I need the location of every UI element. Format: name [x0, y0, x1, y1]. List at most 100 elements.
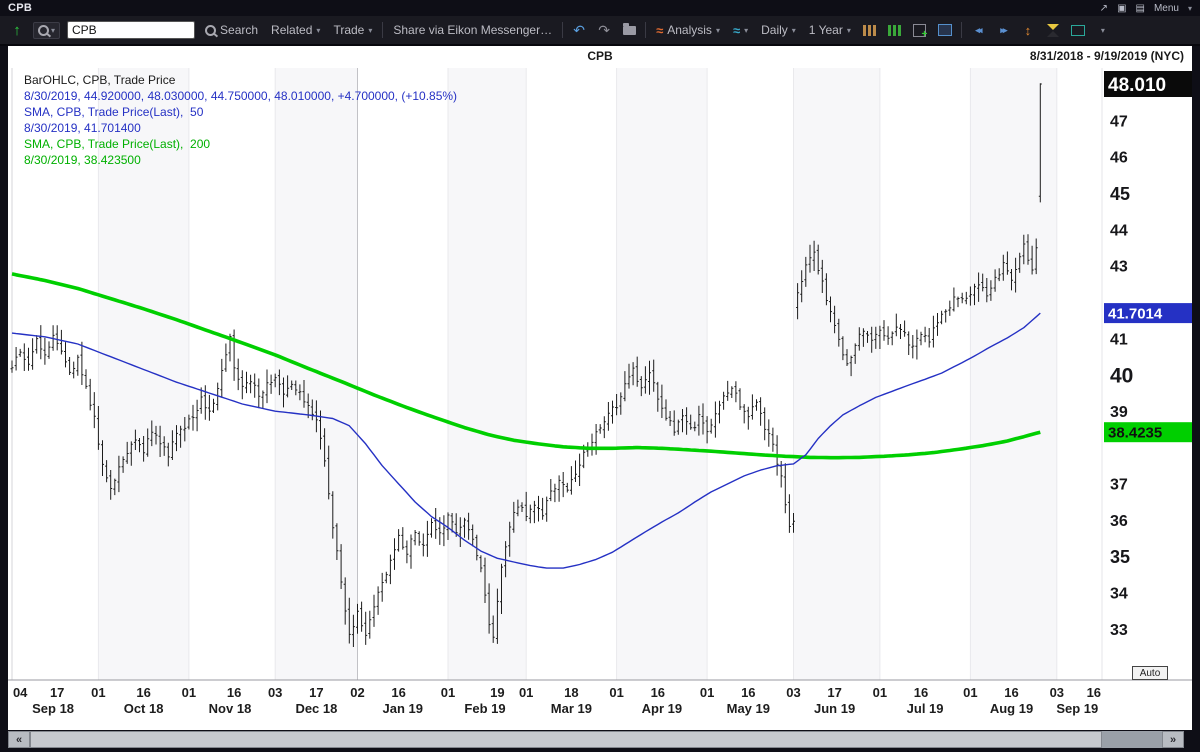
redo-icon[interactable]: ↷ [598, 21, 610, 38]
toolbar-separator [645, 22, 647, 38]
svg-text:01: 01 [609, 685, 623, 700]
search-button[interactable]: Search [202, 21, 261, 39]
svg-text:03: 03 [1050, 685, 1064, 700]
price-chart-svg[interactable]: 04 17 01 16 01 16 03 17 02 16 01 19 01 18 01 16 01 16 03 17… [8, 64, 1192, 720]
svg-text:Feb 19: Feb 19 [464, 701, 505, 716]
chevron-down-icon: ▾ [715, 25, 720, 35]
indicator-templates-dropdown[interactable]: ≈ ▾ [730, 21, 751, 40]
svg-text:03: 03 [786, 685, 800, 700]
svg-text:Dec 18: Dec 18 [295, 701, 337, 716]
share-messenger-button[interactable]: Share via Eikon Messenger… [393, 23, 553, 37]
trade-dropdown[interactable]: Trade ▾ [333, 23, 373, 37]
interval-dropdown[interactable]: Daily ▾ [761, 23, 796, 37]
svg-text:Apr 19: Apr 19 [642, 701, 682, 716]
related-dropdown[interactable]: Related ▾ [271, 23, 321, 37]
svg-text:44: 44 [1110, 222, 1128, 239]
indicator-wave-icon: ≈ [732, 22, 741, 38]
svg-text:16: 16 [651, 685, 665, 700]
svg-text:19: 19 [490, 685, 504, 700]
svg-text:16: 16 [391, 685, 405, 700]
svg-text:41.7014: 41.7014 [1108, 306, 1163, 323]
svg-text:36: 36 [1110, 513, 1128, 530]
scrollbar-thumb[interactable] [30, 731, 1102, 748]
svg-text:01: 01 [91, 685, 105, 700]
search-icon [205, 24, 217, 36]
scrollbar-track[interactable] [1102, 731, 1162, 748]
candlestick-chart-icon[interactable] [861, 24, 879, 36]
toolbar-separator [562, 22, 564, 38]
svg-text:45: 45 [1110, 184, 1130, 204]
svg-text:34: 34 [1110, 586, 1128, 603]
up-arrow-icon[interactable]: ↑ [13, 21, 21, 39]
svg-text:33: 33 [1110, 622, 1128, 639]
analysis-dropdown[interactable]: ≈ Analysis ▾ [656, 22, 720, 38]
svg-text:Aug 19: Aug 19 [990, 701, 1033, 716]
svg-text:Jan 19: Jan 19 [383, 701, 423, 716]
svg-text:01: 01 [963, 685, 977, 700]
chart-date-range: 8/31/2018 - 9/19/2019 (NYC) [1029, 49, 1184, 63]
sma50-price-box [1104, 303, 1192, 324]
symbol-input[interactable] [67, 21, 196, 39]
add-chart-icon[interactable] [911, 23, 929, 40]
step-back-icon[interactable]: ◂◂ [975, 24, 982, 35]
chevron-down-icon: ▾ [744, 25, 749, 35]
search-scope-button[interactable]: ▾ [33, 21, 61, 39]
svg-text:46: 46 [1110, 150, 1128, 167]
new-window-icon[interactable] [936, 24, 954, 36]
scroll-right-button[interactable]: » [1162, 731, 1184, 748]
range-dropdown[interactable]: 1 Year ▾ [808, 23, 851, 37]
svg-text:Nov 18: Nov 18 [209, 701, 252, 716]
svg-text:37: 37 [1110, 477, 1128, 494]
svg-text:16: 16 [136, 685, 150, 700]
svg-text:Sep 18: Sep 18 [32, 701, 74, 716]
toolbar-separator [960, 22, 962, 38]
svg-text:Jun 19: Jun 19 [814, 701, 855, 716]
bar-chart-icon[interactable] [886, 24, 904, 36]
svg-text:01: 01 [182, 685, 196, 700]
svg-text:38.4235: 38.4235 [1108, 425, 1162, 442]
svg-text:Sep 19: Sep 19 [1056, 701, 1098, 716]
popout-icon[interactable]: ↗ [1099, 2, 1109, 14]
snapshot-icon[interactable] [1069, 24, 1087, 36]
layout-icon[interactable]: ▣ [1117, 2, 1127, 14]
svg-text:18: 18 [564, 685, 578, 700]
svg-text:01: 01 [873, 685, 887, 700]
search-icon [38, 24, 49, 36]
step-forward-icon[interactable]: ▸▸ [1000, 24, 1007, 35]
toolbar: ↑ ▾ Search Related ▾ Trade ▾ Share via E… [0, 16, 1200, 46]
chevron-more-icon[interactable]: ▾ [1100, 25, 1105, 35]
expand-vertical-icon[interactable]: ↕ [1024, 22, 1032, 38]
menu-button[interactable]: Menu [1153, 2, 1179, 14]
grid-icon[interactable]: ▤ [1135, 2, 1145, 14]
svg-text:01: 01 [441, 685, 455, 700]
auto-scale-button[interactable]: Auto [1132, 666, 1168, 680]
svg-text:16: 16 [227, 685, 241, 700]
sma200-price-box [1104, 422, 1192, 443]
chevron-down-icon: ▾ [368, 25, 373, 35]
window-resize-corner [1184, 731, 1200, 752]
horizontal-scrollbar[interactable]: « » [8, 731, 1184, 748]
svg-text:04: 04 [13, 685, 28, 700]
sma50-line [11, 312, 1041, 569]
toolbar-separator [382, 22, 384, 38]
svg-text:48.010: 48.010 [1108, 75, 1166, 96]
last-price-box [1104, 71, 1192, 97]
chevron-down-icon: ▾ [846, 25, 851, 35]
svg-text:02: 02 [350, 685, 364, 700]
svg-text:39: 39 [1110, 404, 1128, 421]
svg-text:01: 01 [700, 685, 714, 700]
chart-panel: CPB 8/31/2018 - 9/19/2019 (NYC) 04 17 01 16… [8, 46, 1192, 730]
scroll-left-button[interactable]: « [8, 731, 30, 748]
undo-icon[interactable]: ↶ [573, 21, 585, 38]
hourglass-icon[interactable] [1044, 23, 1062, 37]
chevron-down-icon: ▾ [791, 25, 796, 35]
svg-text:16: 16 [1087, 685, 1101, 700]
title-bar: CPB ↗ ▣ ▤ Menu ▾ [0, 0, 1200, 16]
svg-text:16: 16 [741, 685, 755, 700]
svg-text:Mar 19: Mar 19 [551, 701, 592, 716]
ohlc-bars [10, 83, 1042, 647]
svg-text:03: 03 [268, 685, 282, 700]
folder-icon[interactable] [620, 22, 638, 35]
svg-text:17: 17 [309, 685, 323, 700]
